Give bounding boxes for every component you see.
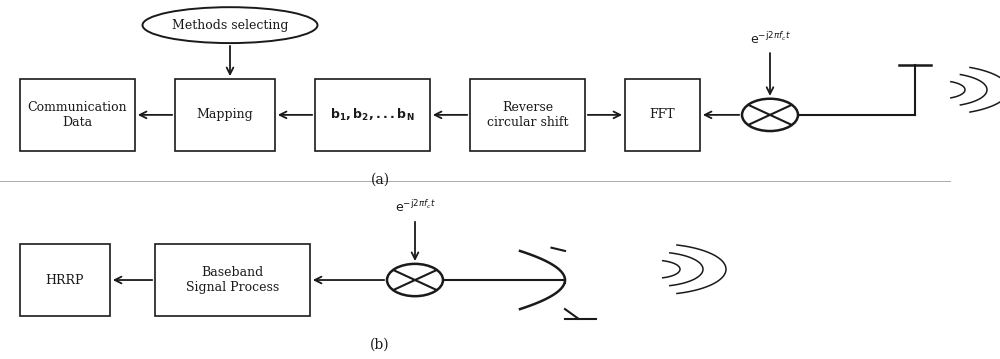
FancyBboxPatch shape (175, 79, 275, 151)
FancyBboxPatch shape (20, 244, 110, 316)
Text: Communication
Data: Communication Data (28, 101, 127, 129)
FancyBboxPatch shape (20, 79, 135, 151)
Text: $\mathbf{b_1, b_2,...b_N}$: $\mathbf{b_1, b_2,...b_N}$ (330, 107, 415, 123)
Text: (a): (a) (370, 173, 390, 186)
Text: Baseband
Signal Process: Baseband Signal Process (186, 266, 279, 294)
FancyBboxPatch shape (470, 79, 585, 151)
Text: Methods selecting: Methods selecting (172, 19, 288, 32)
FancyBboxPatch shape (155, 244, 310, 316)
Text: FFT: FFT (650, 108, 675, 121)
Text: $\mathrm{e}^{-\mathrm{j}2\pi f_c t}$: $\mathrm{e}^{-\mathrm{j}2\pi f_c t}$ (395, 200, 435, 215)
Text: HRRP: HRRP (46, 274, 84, 286)
Text: Reverse
circular shift: Reverse circular shift (487, 101, 568, 129)
Text: $\mathrm{e}^{-\mathrm{j}2\pi f_c t}$: $\mathrm{e}^{-\mathrm{j}2\pi f_c t}$ (750, 31, 790, 47)
FancyBboxPatch shape (315, 79, 430, 151)
FancyBboxPatch shape (625, 79, 700, 151)
Text: (b): (b) (370, 338, 390, 351)
Text: Mapping: Mapping (197, 108, 253, 121)
